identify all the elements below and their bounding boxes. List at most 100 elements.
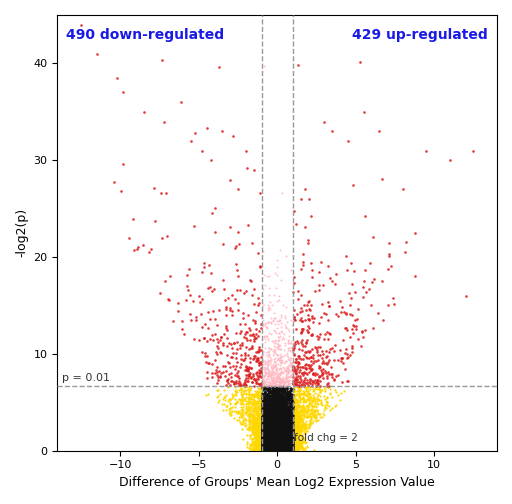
Point bbox=[265, 436, 273, 445]
Point bbox=[289, 431, 297, 439]
Point bbox=[283, 426, 291, 434]
Point bbox=[239, 400, 247, 408]
Point bbox=[304, 328, 312, 336]
Point bbox=[285, 387, 293, 395]
Point bbox=[274, 376, 283, 385]
Point bbox=[278, 378, 286, 386]
Point bbox=[292, 374, 300, 383]
Point bbox=[284, 437, 292, 446]
Point bbox=[259, 434, 267, 442]
Point bbox=[284, 445, 292, 453]
Point bbox=[292, 428, 301, 436]
Point bbox=[268, 444, 276, 452]
Point bbox=[271, 442, 279, 450]
Point bbox=[160, 117, 168, 125]
Point bbox=[290, 405, 298, 413]
Point bbox=[286, 411, 294, 419]
Point bbox=[274, 445, 282, 453]
Point bbox=[265, 441, 273, 449]
Point bbox=[272, 375, 280, 383]
Point bbox=[307, 353, 315, 361]
Point bbox=[279, 442, 287, 450]
Point bbox=[273, 440, 281, 449]
Point bbox=[287, 446, 295, 454]
Point bbox=[265, 438, 273, 447]
Point bbox=[266, 404, 274, 412]
Point bbox=[251, 436, 260, 444]
Point bbox=[297, 423, 306, 431]
Point bbox=[298, 398, 307, 406]
Point bbox=[277, 395, 285, 403]
Point bbox=[277, 429, 285, 437]
Point bbox=[269, 440, 277, 449]
Point bbox=[278, 438, 286, 446]
Point bbox=[275, 398, 284, 406]
Point bbox=[269, 423, 278, 431]
Point bbox=[285, 436, 293, 445]
Point bbox=[264, 407, 272, 415]
Point bbox=[266, 441, 274, 449]
Point bbox=[271, 435, 279, 443]
Point bbox=[295, 420, 304, 428]
Point bbox=[283, 391, 291, 399]
Point bbox=[267, 412, 275, 420]
Point bbox=[285, 410, 293, 418]
Point bbox=[266, 305, 274, 313]
Point bbox=[280, 443, 288, 451]
Point bbox=[281, 403, 289, 411]
Point bbox=[285, 425, 293, 433]
Point bbox=[279, 424, 287, 432]
Point bbox=[282, 433, 290, 442]
Point bbox=[251, 432, 259, 440]
Point bbox=[294, 384, 303, 392]
Point bbox=[272, 428, 280, 436]
Point bbox=[274, 413, 282, 421]
Point bbox=[283, 391, 291, 399]
Point bbox=[225, 395, 233, 403]
Point bbox=[259, 383, 267, 391]
Point bbox=[282, 442, 290, 450]
Point bbox=[271, 442, 280, 450]
Point bbox=[275, 393, 284, 401]
Point bbox=[268, 417, 276, 425]
Point bbox=[269, 431, 278, 439]
Point bbox=[262, 426, 270, 434]
Point bbox=[279, 432, 287, 440]
Point bbox=[259, 443, 267, 451]
Point bbox=[254, 409, 262, 417]
Point bbox=[265, 435, 273, 443]
Point bbox=[296, 429, 304, 437]
Point bbox=[279, 426, 287, 434]
Point bbox=[267, 429, 275, 437]
Point bbox=[272, 415, 281, 423]
Point bbox=[261, 434, 269, 443]
Point bbox=[304, 405, 312, 413]
Point bbox=[280, 385, 288, 393]
Point bbox=[269, 438, 278, 446]
Point bbox=[279, 444, 287, 452]
Point bbox=[314, 415, 323, 423]
Point bbox=[273, 413, 282, 421]
Point bbox=[262, 434, 270, 443]
Point bbox=[250, 430, 259, 438]
Point bbox=[272, 384, 281, 392]
Point bbox=[285, 414, 293, 422]
Point bbox=[268, 443, 276, 451]
Point bbox=[272, 403, 280, 411]
Point bbox=[307, 396, 315, 404]
Point bbox=[273, 435, 281, 443]
Point bbox=[281, 418, 289, 426]
Point bbox=[266, 381, 274, 389]
Point bbox=[253, 442, 261, 450]
Point bbox=[269, 393, 278, 401]
Point bbox=[274, 414, 283, 422]
Point bbox=[282, 444, 290, 452]
Point bbox=[275, 408, 283, 416]
Point bbox=[237, 388, 245, 396]
Point bbox=[315, 383, 324, 391]
Point bbox=[240, 395, 248, 403]
Point bbox=[280, 445, 288, 453]
Point bbox=[255, 396, 263, 404]
Point bbox=[270, 429, 278, 437]
Point bbox=[274, 431, 282, 439]
